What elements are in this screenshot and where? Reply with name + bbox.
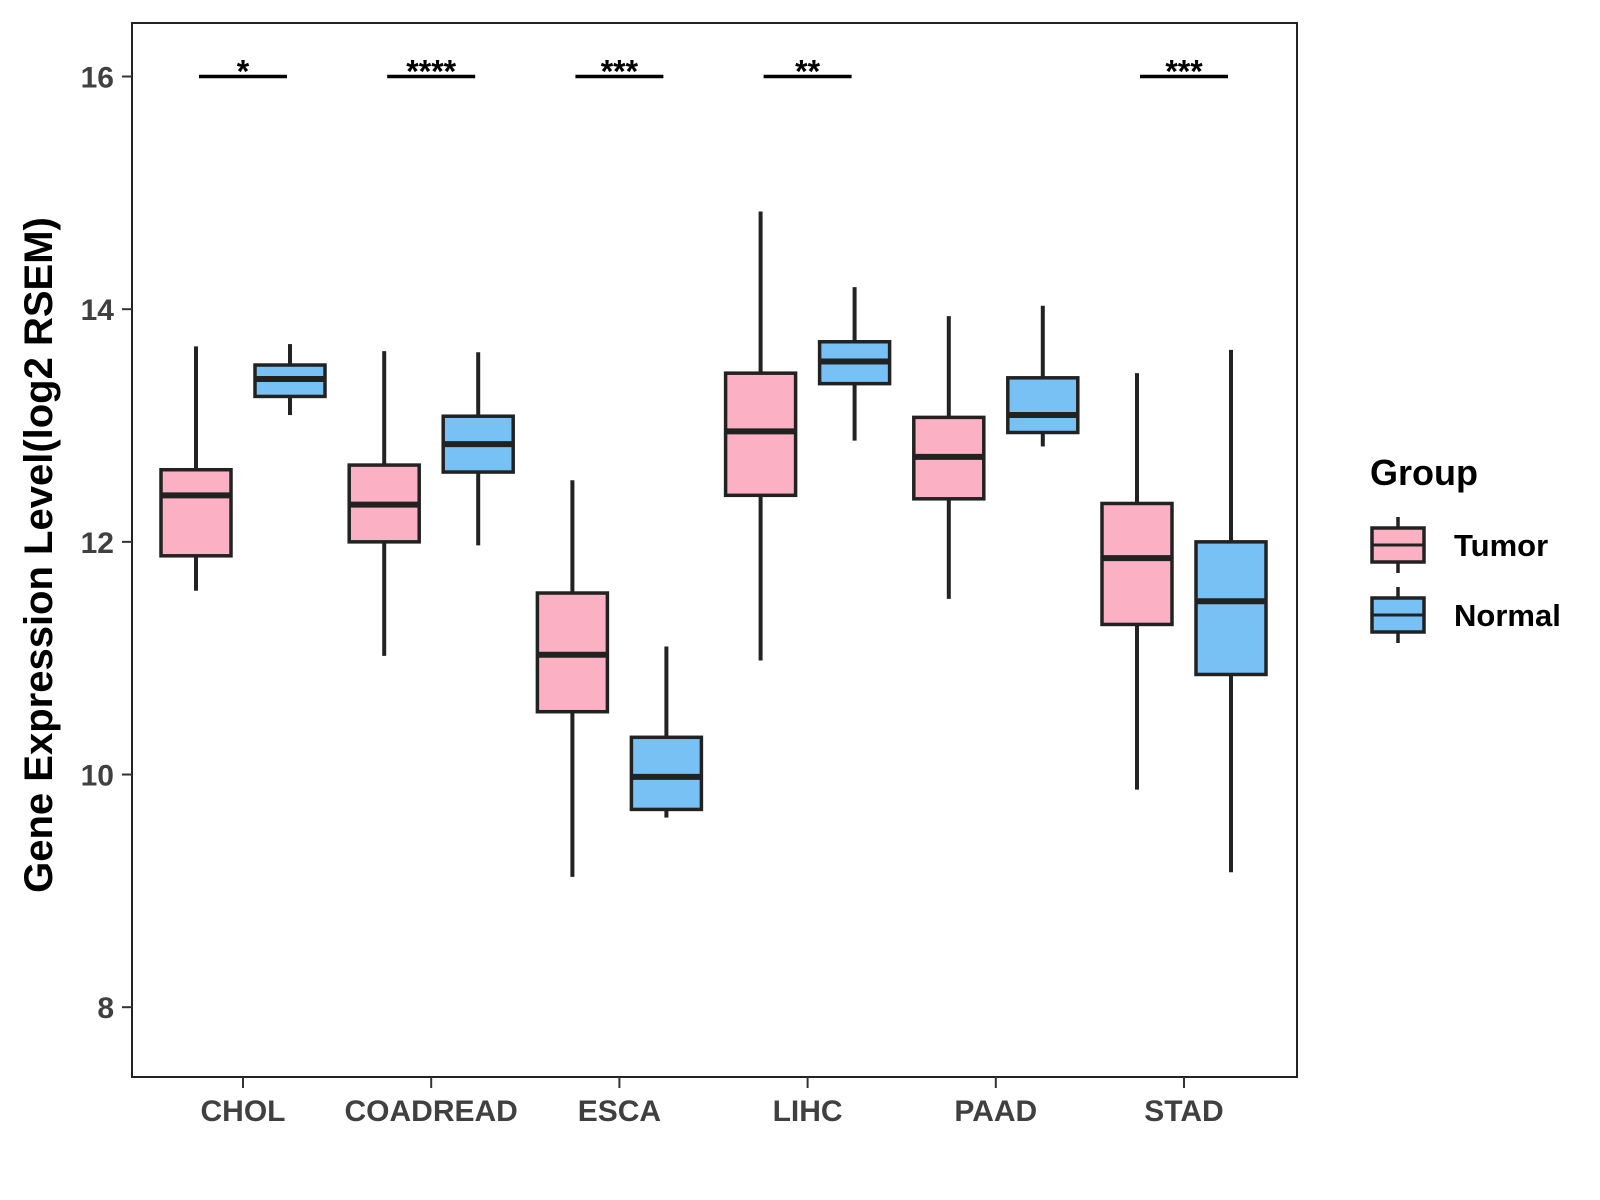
significance-label: *** [601,54,639,90]
box-tumor-coadread [347,351,421,656]
significance-stad: *** [1140,54,1228,90]
significance-label: **** [406,54,456,90]
x-tick-label-lihc: LIHC [773,1095,843,1128]
x-tick-label-stad: STAD [1144,1095,1223,1128]
y-tick-label: 10 [81,760,114,793]
box-normal-lihc [817,287,892,441]
significance-label: ** [795,54,820,90]
significance-coadread: **** [387,54,476,90]
y-tick-label: 12 [81,527,114,560]
box-normal-chol [253,344,327,416]
legend-entry-tumor: Tumor [1370,517,1548,573]
y-tick-label: 16 [81,62,114,95]
box-iqr [1100,501,1174,627]
legend-label: Normal [1454,598,1561,633]
box-normal-esca [629,646,704,818]
legend: Group Tumor Normal [1370,452,1561,643]
x-tick-label-esca: ESCA [578,1095,661,1128]
x-tick-label-paad: PAAD [954,1095,1037,1128]
significance-chol: * [199,54,287,90]
box-iqr [1006,376,1080,435]
significance-lihc: ** [763,54,852,90]
box-iqr [629,735,704,812]
plot-panel-border [131,22,1298,1078]
box-normal-coadread [441,352,515,546]
significance-layer: * **** *** ** *** [199,54,1228,90]
box-tumor-stad [1100,373,1174,790]
significance-label: * [237,54,250,90]
box-iqr [159,467,233,558]
legend-label: Tumor [1454,528,1548,563]
box-tumor-paad [912,316,986,599]
box-tumor-lihc [723,211,798,661]
x-tick-label-coadread: COADREAD [345,1095,518,1128]
boxes-layer [159,211,1268,877]
y-axis-title: Gene Expression Level(log2 RSEM) [17,217,61,893]
box-normal-stad [1194,349,1268,873]
axes-layer: 8 10 12 14 16 CHOL COADREAD ESCA LIHC PAAD STAD [81,62,1224,1128]
significance-esca: *** [575,54,664,90]
legend-title: Group [1370,452,1478,493]
box-iqr [1194,540,1268,677]
y-tick-label: 8 [97,992,114,1025]
legend-entries: Tumor Normal [1370,517,1561,643]
legend-entry-normal: Normal [1370,587,1561,643]
y-tick-label: 14 [81,294,115,327]
x-tick-label-chol: CHOL [201,1095,286,1128]
box-normal-paad [1006,305,1080,447]
significance-label: *** [1165,54,1203,90]
plot-area [131,22,1298,1078]
box-tumor-esca [535,480,610,877]
box-tumor-chol [159,346,233,591]
